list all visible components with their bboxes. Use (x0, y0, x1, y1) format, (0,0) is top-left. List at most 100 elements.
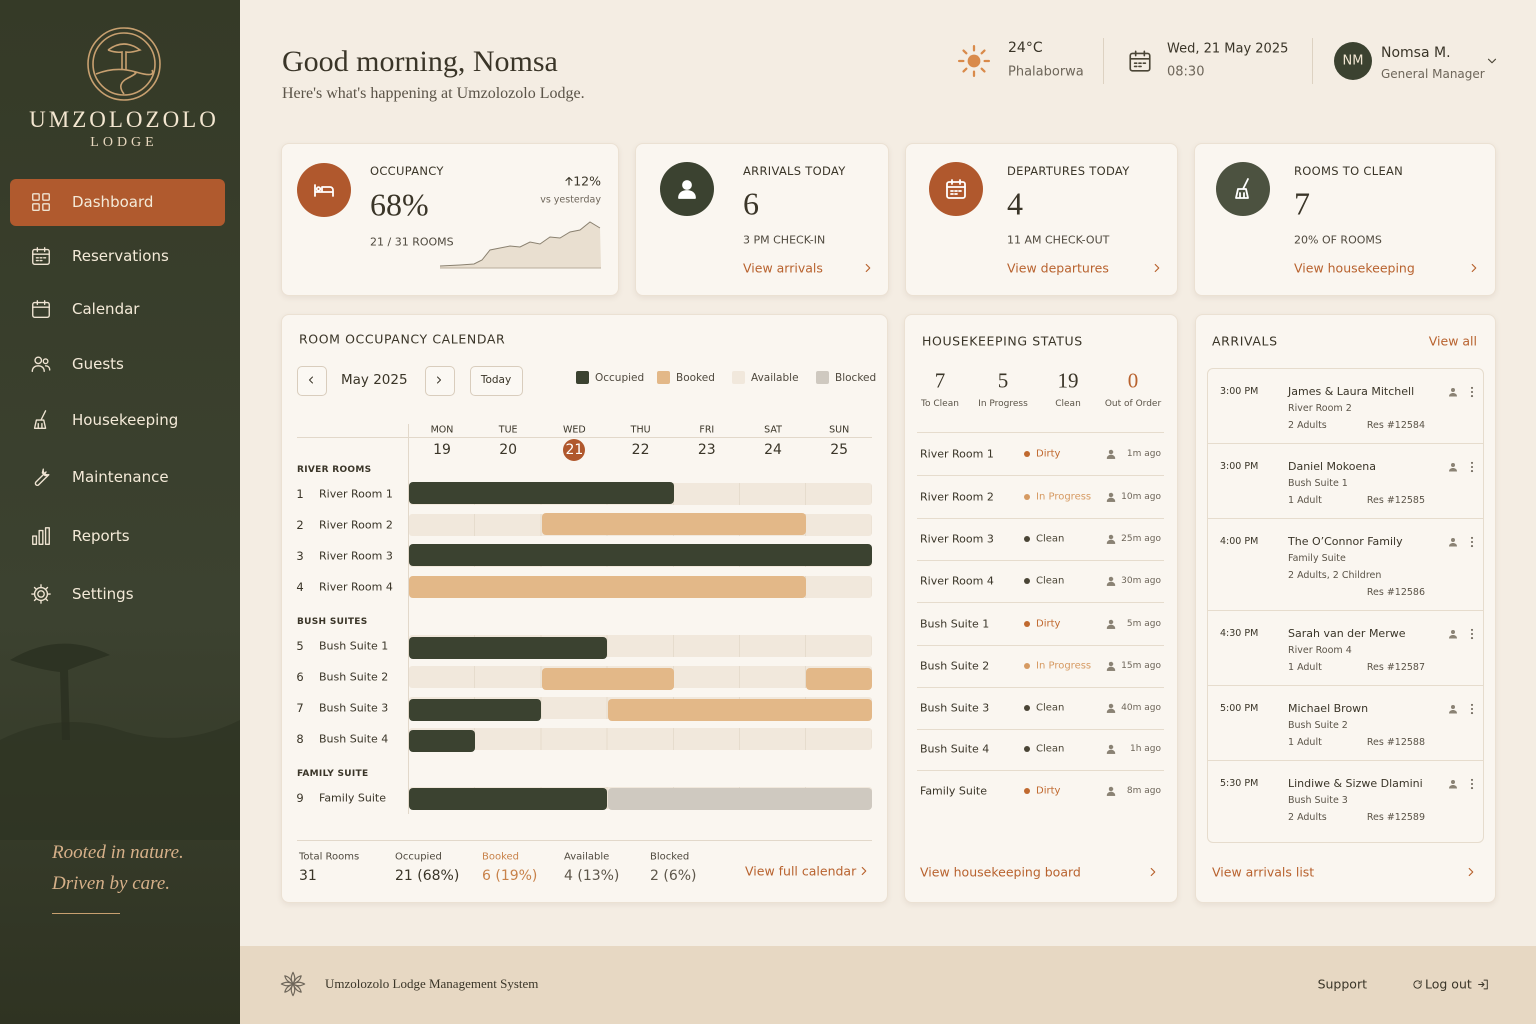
item-menu[interactable] (1465, 385, 1479, 399)
arrival-item: 5:00 PM Michael Brown Bush Suite 2 1 Adult R… (1208, 686, 1483, 761)
day-name: TUE (498, 424, 518, 436)
icon-part (1471, 263, 1477, 273)
group-label: RIVER ROOMS (297, 465, 372, 475)
stat-value: 4 (1007, 185, 1023, 222)
icon-part (678, 190, 696, 199)
hk-time: 8m ago (1126, 786, 1161, 796)
prev-button[interactable] (297, 366, 327, 396)
row-separator (917, 602, 1164, 603)
stat-value: 6 (743, 185, 759, 222)
guest-details: 2 Adults, 2 Children Res #12586 (1288, 567, 1425, 601)
arrivals-panel (1195, 314, 1496, 903)
hk-room: River Room 4 (920, 574, 994, 588)
booking-occupied (409, 482, 674, 504)
booking-blocked (608, 788, 872, 810)
logo (87, 27, 161, 101)
item-menu[interactable] (1465, 460, 1479, 474)
icon-part (1470, 540, 1474, 544)
legend-label: Booked (676, 372, 715, 384)
footer (240, 946, 1536, 1024)
housekeeping-link[interactable]: View housekeeping board (920, 864, 1081, 880)
stat-icon (314, 184, 334, 197)
booking-booked (608, 699, 872, 721)
icon-part (1449, 635, 1457, 639)
stat-link[interactable]: View departures (1007, 260, 1109, 276)
item-menu[interactable] (1465, 627, 1479, 641)
hk-status: Dirty (1036, 448, 1061, 460)
icon-part (1451, 780, 1455, 784)
nav-item[interactable]: Calendar (72, 300, 140, 318)
user-name: Nomsa M. (1381, 45, 1451, 61)
nav-item[interactable]: Reports (72, 527, 130, 545)
sidebar-landscape (0, 643, 240, 840)
nav-item[interactable]: Guests (72, 355, 124, 373)
room-number: 2 (296, 518, 304, 532)
nav-item[interactable]: Dashboard (72, 193, 154, 211)
icon-part (31, 365, 45, 373)
status-dot (1024, 451, 1030, 457)
day-date: 20 (499, 442, 518, 458)
icon-part (865, 263, 871, 273)
stat-value: 68% (370, 186, 429, 223)
today-button[interactable] (470, 366, 523, 396)
stat-icon-bg (929, 162, 983, 216)
arrival-item: 3:00 PM James & Laura Mitchell River Room … (1208, 369, 1483, 444)
reservation-number: Res #12587 (1366, 662, 1425, 673)
stat-link[interactable]: View housekeeping (1294, 260, 1415, 276)
item-menu[interactable] (1465, 777, 1479, 791)
nav-item[interactable]: Housekeeping (72, 411, 179, 429)
room-number: 4 (296, 580, 304, 594)
user-role: General Manager (1381, 67, 1485, 81)
arrival-time: 4:00 PM (1220, 536, 1259, 547)
guest-room: Bush Suite 2 (1288, 720, 1348, 731)
nav-item[interactable]: Settings (72, 585, 134, 603)
nav-item[interactable]: Maintenance (72, 468, 169, 486)
summary-value: 4 (13%) (564, 868, 620, 884)
icon-part (1106, 708, 1116, 713)
icon-part (1106, 497, 1116, 502)
support-link[interactable]: Support (1317, 976, 1367, 992)
item-menu[interactable] (1465, 535, 1479, 549)
view-all-link[interactable]: View all (1428, 333, 1477, 349)
nav-icon (32, 247, 50, 265)
hk-status: Clean (1036, 743, 1065, 755)
date: Wed, 21 May 2025 (1167, 41, 1289, 57)
logout-link[interactable]: Log out (1425, 976, 1472, 992)
icon-part (1451, 463, 1455, 467)
icon-part (1108, 619, 1114, 625)
arrivals-link[interactable]: View arrivals list (1212, 864, 1315, 880)
item-menu[interactable] (1465, 702, 1479, 716)
summary-label: Total Rooms (299, 851, 360, 863)
calendar-link[interactable]: View full calendar (745, 863, 857, 879)
today-label[interactable]: Today (480, 374, 512, 386)
nav-item[interactable]: Reservations (72, 247, 169, 265)
icon-part (1470, 545, 1474, 548)
icon-part (32, 248, 50, 265)
booking-occupied (409, 788, 607, 810)
count-value: 19 (1057, 368, 1079, 393)
guest-name: Lindiwe & Sizwe Dlamini (1288, 777, 1423, 790)
icon-part (32, 535, 38, 545)
room-name: Bush Suite 4 (319, 732, 389, 746)
icon-part (315, 186, 322, 192)
icon-part (1470, 707, 1474, 711)
row-separator (917, 770, 1164, 771)
icon-part (1451, 705, 1455, 709)
logout-refresh (1412, 979, 1422, 989)
icon-part (314, 184, 334, 197)
icon-part (1470, 465, 1474, 469)
arrival-item: 4:30 PM Sarah van der Merwe River Room 4 1 … (1208, 611, 1483, 686)
icon-part (1449, 710, 1457, 714)
panel-title: ROOM OCCUPANCY CALENDAR (299, 331, 506, 347)
user-menu[interactable] (1485, 54, 1499, 68)
icon-part (32, 301, 50, 318)
location: Phalaborwa (1008, 64, 1084, 80)
brand-name: UMZOLOZOLO (29, 107, 219, 132)
booking-occupied (409, 637, 607, 659)
stat-link[interactable]: View arrivals (743, 260, 823, 276)
guest-count: 1 Adult (1288, 737, 1322, 748)
booking-occupied (409, 699, 541, 721)
icon-part (34, 468, 50, 486)
icon-part (32, 247, 50, 262)
day-date: 24 (764, 442, 782, 458)
